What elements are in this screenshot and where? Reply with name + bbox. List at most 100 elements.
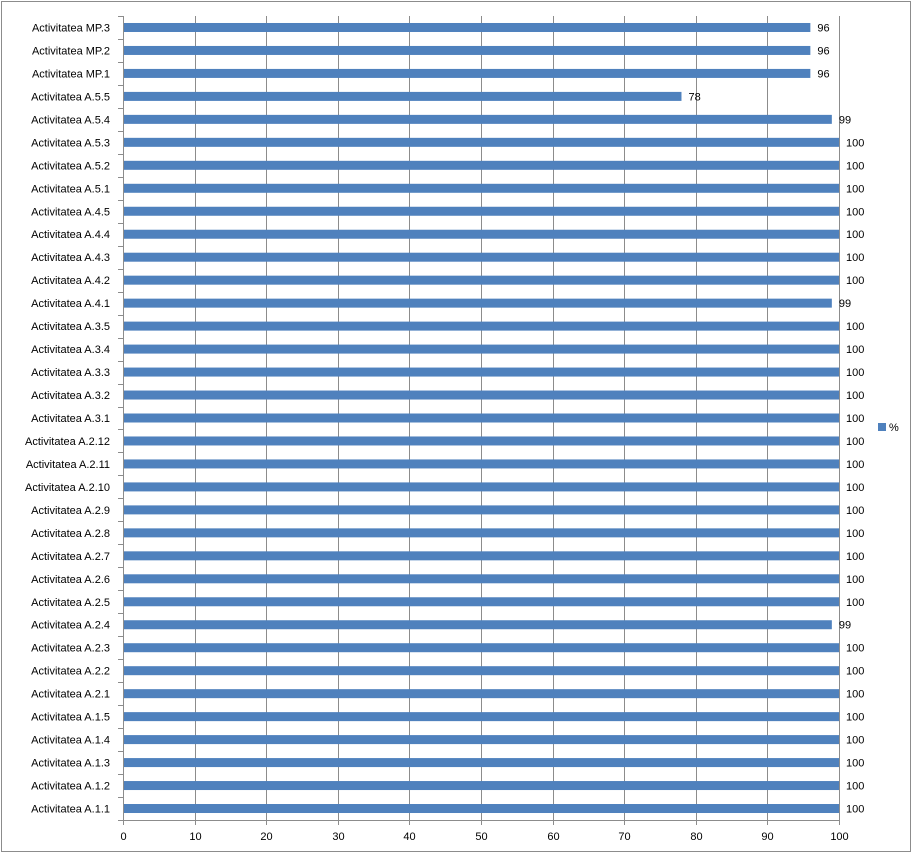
bar — [124, 344, 839, 354]
data-label: 96 — [817, 68, 829, 80]
bar — [124, 551, 839, 561]
x-tick-label: 80 — [690, 831, 702, 843]
data-label: 100 — [846, 643, 864, 655]
data-label: 100 — [846, 275, 864, 287]
data-label: 100 — [846, 252, 864, 264]
data-label: 100 — [846, 183, 864, 195]
bar — [124, 574, 839, 584]
bar — [124, 781, 839, 791]
data-label: 100 — [846, 436, 864, 448]
data-label: 100 — [846, 574, 864, 586]
data-label: 100 — [846, 735, 864, 747]
x-tick-label: 90 — [761, 831, 773, 843]
bar — [124, 459, 839, 469]
category-label: Activitatea A.4.4 — [31, 229, 110, 241]
category-label: Activitatea A.2.11 — [26, 459, 110, 471]
data-label: 100 — [846, 390, 864, 402]
bar — [124, 735, 839, 745]
data-label: 100 — [846, 321, 864, 333]
category-label: Activitatea A.2.8 — [31, 528, 110, 540]
category-label: Activitatea A.2.9 — [31, 505, 110, 517]
legend-label: % — [889, 422, 899, 434]
bar — [124, 183, 839, 193]
bar — [124, 321, 839, 331]
data-label: 100 — [846, 505, 864, 517]
data-label: 100 — [846, 206, 864, 218]
category-label: Activitatea A.4.3 — [31, 252, 110, 264]
bar — [124, 689, 839, 699]
category-label: Activitatea A.2.10 — [25, 482, 110, 494]
bar — [124, 712, 839, 722]
bar — [124, 275, 839, 285]
data-label: 100 — [846, 482, 864, 494]
category-label: Activitatea A.2.3 — [31, 643, 110, 655]
legend-swatch — [878, 423, 886, 431]
category-label: Activitatea A.1.2 — [31, 781, 110, 793]
data-label: 99 — [839, 298, 851, 310]
category-label: Activitatea A.5.5 — [31, 91, 110, 103]
bar — [124, 643, 839, 653]
category-label: Activitatea MP.2 — [32, 45, 110, 57]
data-label: 100 — [846, 160, 864, 172]
bar — [124, 137, 839, 147]
bar — [124, 620, 832, 630]
data-label: 99 — [839, 620, 851, 632]
bar — [124, 114, 832, 124]
bar — [124, 528, 839, 538]
data-label: 100 — [846, 551, 864, 563]
category-label: Activitatea A.3.2 — [31, 390, 110, 402]
data-label: 100 — [846, 666, 864, 678]
category-label: Activitatea A.2.4 — [31, 620, 110, 632]
category-label: Activitatea A.1.4 — [31, 735, 110, 747]
data-label: 100 — [846, 459, 864, 471]
data-label: 99 — [839, 114, 851, 126]
category-label: Activitatea A.5.3 — [31, 137, 110, 149]
data-label: 100 — [846, 804, 864, 816]
x-tick-label: 70 — [618, 831, 630, 843]
bar — [124, 229, 839, 239]
data-label: 100 — [846, 137, 864, 149]
bar — [124, 206, 839, 216]
category-label: Activitatea A.3.3 — [31, 367, 110, 379]
category-label: Activitatea A.2.12 — [25, 436, 110, 448]
bar — [124, 758, 839, 768]
bar — [124, 91, 682, 101]
category-label: Activitatea A.1.3 — [31, 758, 110, 770]
category-label: Activitatea MP.1 — [32, 68, 110, 80]
bars — [124, 22, 839, 814]
bar — [124, 22, 811, 32]
data-label: 96 — [817, 45, 829, 57]
bar — [124, 367, 839, 377]
labels: 0 10 20 30 40 50 60 70 80 90 100 Activitatea MP.3 96… — [25, 22, 864, 843]
category-label: Activitatea MP.3 — [32, 22, 110, 34]
bar — [124, 505, 839, 515]
x-tick-label: 100 — [830, 831, 848, 843]
bar — [124, 45, 811, 55]
data-label: 96 — [817, 22, 829, 34]
category-label: Activitatea A.2.5 — [31, 597, 110, 609]
category-label: Activitatea A.5.2 — [31, 160, 110, 172]
legend: % — [878, 422, 899, 434]
bar — [124, 597, 839, 607]
bar — [124, 436, 839, 446]
bar — [124, 413, 839, 423]
data-label: 100 — [846, 344, 864, 356]
bar — [124, 252, 839, 262]
category-label: Activitatea A.3.4 — [31, 344, 110, 356]
axes — [118, 16, 840, 825]
bar — [124, 160, 839, 170]
data-label: 100 — [846, 528, 864, 540]
data-label: 100 — [846, 229, 864, 241]
x-tick-label: 20 — [260, 831, 272, 843]
x-tick-label: 30 — [332, 831, 344, 843]
category-label: Activitatea A.5.1 — [31, 183, 110, 195]
bar — [124, 68, 811, 78]
data-label: 100 — [846, 367, 864, 379]
category-label: Activitatea A.4.1 — [31, 298, 110, 310]
category-label: Activitatea A.1.5 — [31, 712, 110, 724]
category-label: Activitatea A.2.6 — [31, 574, 110, 586]
x-tick-label: 0 — [120, 831, 126, 843]
bar — [124, 298, 832, 308]
category-label: Activitatea A.1.1 — [31, 804, 110, 816]
